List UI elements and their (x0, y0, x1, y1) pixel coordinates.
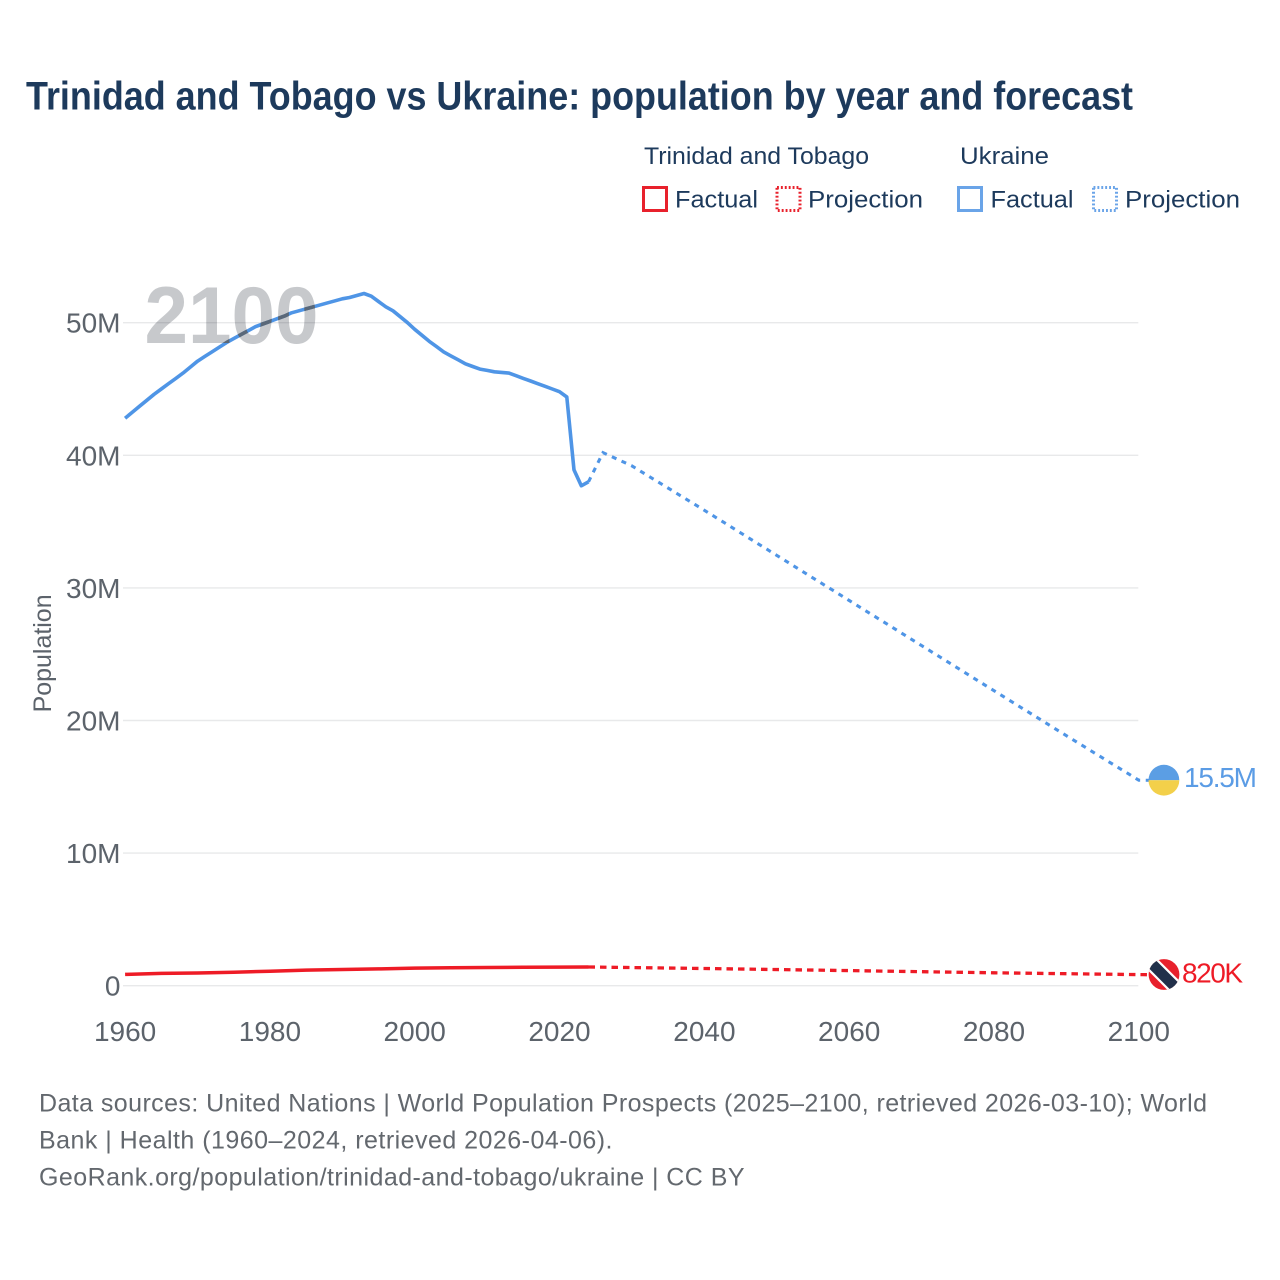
svg-text:Projection: Projection (1125, 187, 1240, 214)
svg-text:1960: 1960 (94, 1016, 156, 1047)
svg-text:Factual: Factual (991, 187, 1074, 214)
svg-text:Projection: Projection (808, 187, 923, 214)
svg-text:20M: 20M (66, 706, 120, 737)
svg-text:Factual: Factual (675, 187, 758, 214)
svg-text:2060: 2060 (818, 1016, 880, 1047)
svg-text:820K: 820K (1182, 957, 1243, 988)
svg-text:2100: 2100 (145, 271, 319, 361)
svg-text:Ukraine: Ukraine (960, 143, 1049, 170)
svg-text:Trinidad and Tobago: Trinidad and Tobago (644, 143, 869, 170)
svg-text:GeoRank.org/population/trinida: GeoRank.org/population/trinidad-and-toba… (39, 1163, 745, 1191)
svg-text:2040: 2040 (673, 1016, 735, 1047)
svg-text:Population: Population (29, 594, 57, 712)
svg-text:50M: 50M (66, 308, 120, 339)
svg-text:40M: 40M (66, 440, 120, 471)
svg-text:2080: 2080 (963, 1016, 1025, 1047)
svg-text:15.5M: 15.5M (1184, 762, 1257, 793)
svg-text:2000: 2000 (384, 1016, 446, 1047)
svg-text:0: 0 (105, 971, 121, 1002)
svg-text:2020: 2020 (528, 1016, 590, 1047)
svg-text:Data sources: United Nations |: Data sources: United Nations | World Pop… (39, 1089, 1207, 1117)
svg-text:Bank | Health (1960–2024, retr: Bank | Health (1960–2024, retrieved 2026… (39, 1126, 613, 1154)
svg-text:10M: 10M (66, 838, 120, 869)
svg-text:1980: 1980 (239, 1016, 301, 1047)
svg-text:30M: 30M (66, 573, 120, 604)
svg-text:Trinidad and Tobago vs Ukraine: Trinidad and Tobago vs Ukraine: populati… (26, 75, 1133, 119)
svg-text:2100: 2100 (1108, 1016, 1170, 1047)
